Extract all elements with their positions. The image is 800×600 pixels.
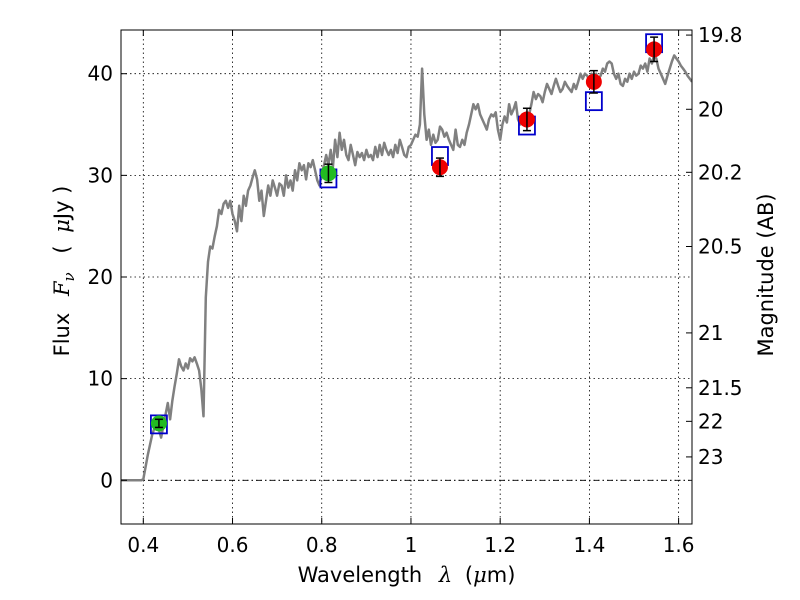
y-tick-label: 0 — [100, 468, 113, 492]
y-axis-label: Flux Fν ( μJy ) — [50, 186, 79, 357]
x-tick-label: 1.4 — [573, 533, 605, 557]
x-tick-label: 1.2 — [484, 533, 516, 557]
x-tick-label: 1 — [405, 533, 418, 557]
y-axis-label-symbol: F — [50, 280, 74, 297]
y-tick-label: 40 — [88, 62, 113, 86]
y2-tick-label: 22 — [698, 409, 723, 433]
y2-tick-label: 19.8 — [698, 23, 743, 47]
y2-tick-label: 20.5 — [698, 235, 743, 259]
y-tick-label: 30 — [88, 163, 113, 187]
y2-tick-label: 21 — [698, 321, 723, 345]
model-square-marker — [584, 91, 603, 112]
x-tick-label: 0.4 — [127, 533, 159, 557]
x-axis-label-unit-open: ( — [465, 563, 473, 587]
y2-tick-label: 20.2 — [698, 160, 743, 184]
y-tick-label: 10 — [88, 367, 113, 391]
y-tick-label: 20 — [88, 265, 113, 289]
x-tick-label: 0.6 — [217, 533, 249, 557]
y2-axis-label: Magnitude (AB) — [754, 193, 778, 356]
x-tick-label: 0.8 — [306, 533, 338, 557]
x-tick-label: 1.6 — [663, 533, 695, 557]
data-layer — [121, 33, 692, 482]
y2-tick-label: 23 — [698, 445, 723, 469]
y-axis-label-unit-mu: μ — [50, 219, 74, 233]
y-axis-label-text: Flux — [50, 313, 74, 357]
y-axis-label-unit-open: ( — [50, 245, 74, 253]
x-axis-label-unit-rest: m) — [487, 563, 516, 587]
x-axis-label: Wavelength λ (μm) — [298, 563, 516, 587]
y2-tick-label: 21.5 — [698, 376, 743, 400]
x-axis-label-symbol: λ — [438, 563, 452, 587]
spectrum-line — [121, 54, 692, 482]
y2-tick-label: 20 — [698, 97, 723, 121]
y-axis-label-unit-rest: Jy ) — [50, 186, 74, 222]
x-axis-label-unit-mu: μ — [473, 563, 487, 587]
x-axis-label-text: Wavelength — [298, 563, 423, 587]
y-axis-label-subscript: ν — [60, 272, 78, 281]
axis-ticks: 0.4 0.6 0.8 1 1.2 1.4 1.6 0 10 20 30 40 19.8 20 20.2 20… — [88, 23, 743, 557]
